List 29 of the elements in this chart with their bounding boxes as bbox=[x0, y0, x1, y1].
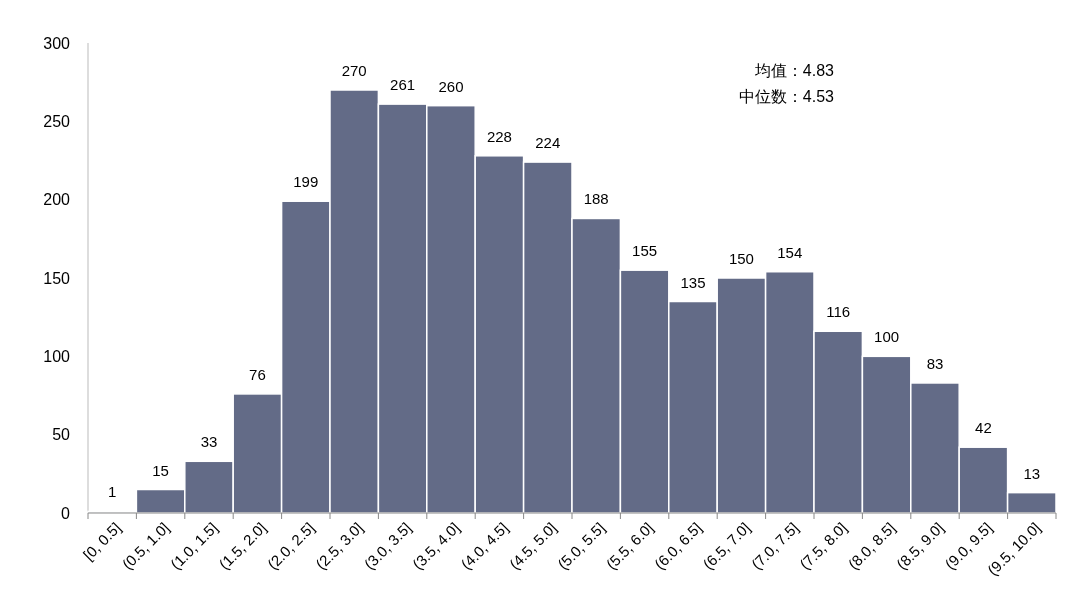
data-label: 188 bbox=[583, 190, 609, 208]
data-label: 228 bbox=[486, 127, 512, 145]
data-label: 270 bbox=[341, 62, 367, 79]
y-tick-label: 0 bbox=[61, 504, 71, 522]
data-label: 83 bbox=[926, 354, 944, 372]
data-label: 33 bbox=[200, 433, 218, 451]
data-label: 42 bbox=[975, 419, 992, 437]
data-label: 261 bbox=[390, 76, 416, 94]
y-tick-label: 250 bbox=[43, 112, 71, 130]
y-tick-label: 100 bbox=[43, 347, 71, 365]
data-label: 13 bbox=[1023, 464, 1041, 482]
y-tick-label: 150 bbox=[43, 269, 71, 287]
data-label: 15 bbox=[152, 461, 169, 479]
y-tick-label: 50 bbox=[52, 426, 71, 444]
data-label: 150 bbox=[728, 250, 754, 267]
annotation: 中位数：4.53 bbox=[738, 88, 835, 105]
data-label: 224 bbox=[535, 134, 561, 152]
data-label: 135 bbox=[680, 273, 706, 291]
data-label: 116 bbox=[826, 303, 851, 321]
data-label: 100 bbox=[874, 328, 900, 346]
data-label: 155 bbox=[632, 242, 658, 260]
data-label: 199 bbox=[293, 173, 319, 191]
y-tick-label: 300 bbox=[43, 34, 71, 52]
annotation: 均值：4.83 bbox=[753, 62, 835, 79]
data-label: 154 bbox=[777, 243, 803, 261]
y-tick-label: 200 bbox=[43, 191, 71, 209]
data-label: 76 bbox=[249, 365, 266, 383]
data-label: 260 bbox=[438, 77, 464, 95]
data-label: 1 bbox=[108, 483, 117, 501]
